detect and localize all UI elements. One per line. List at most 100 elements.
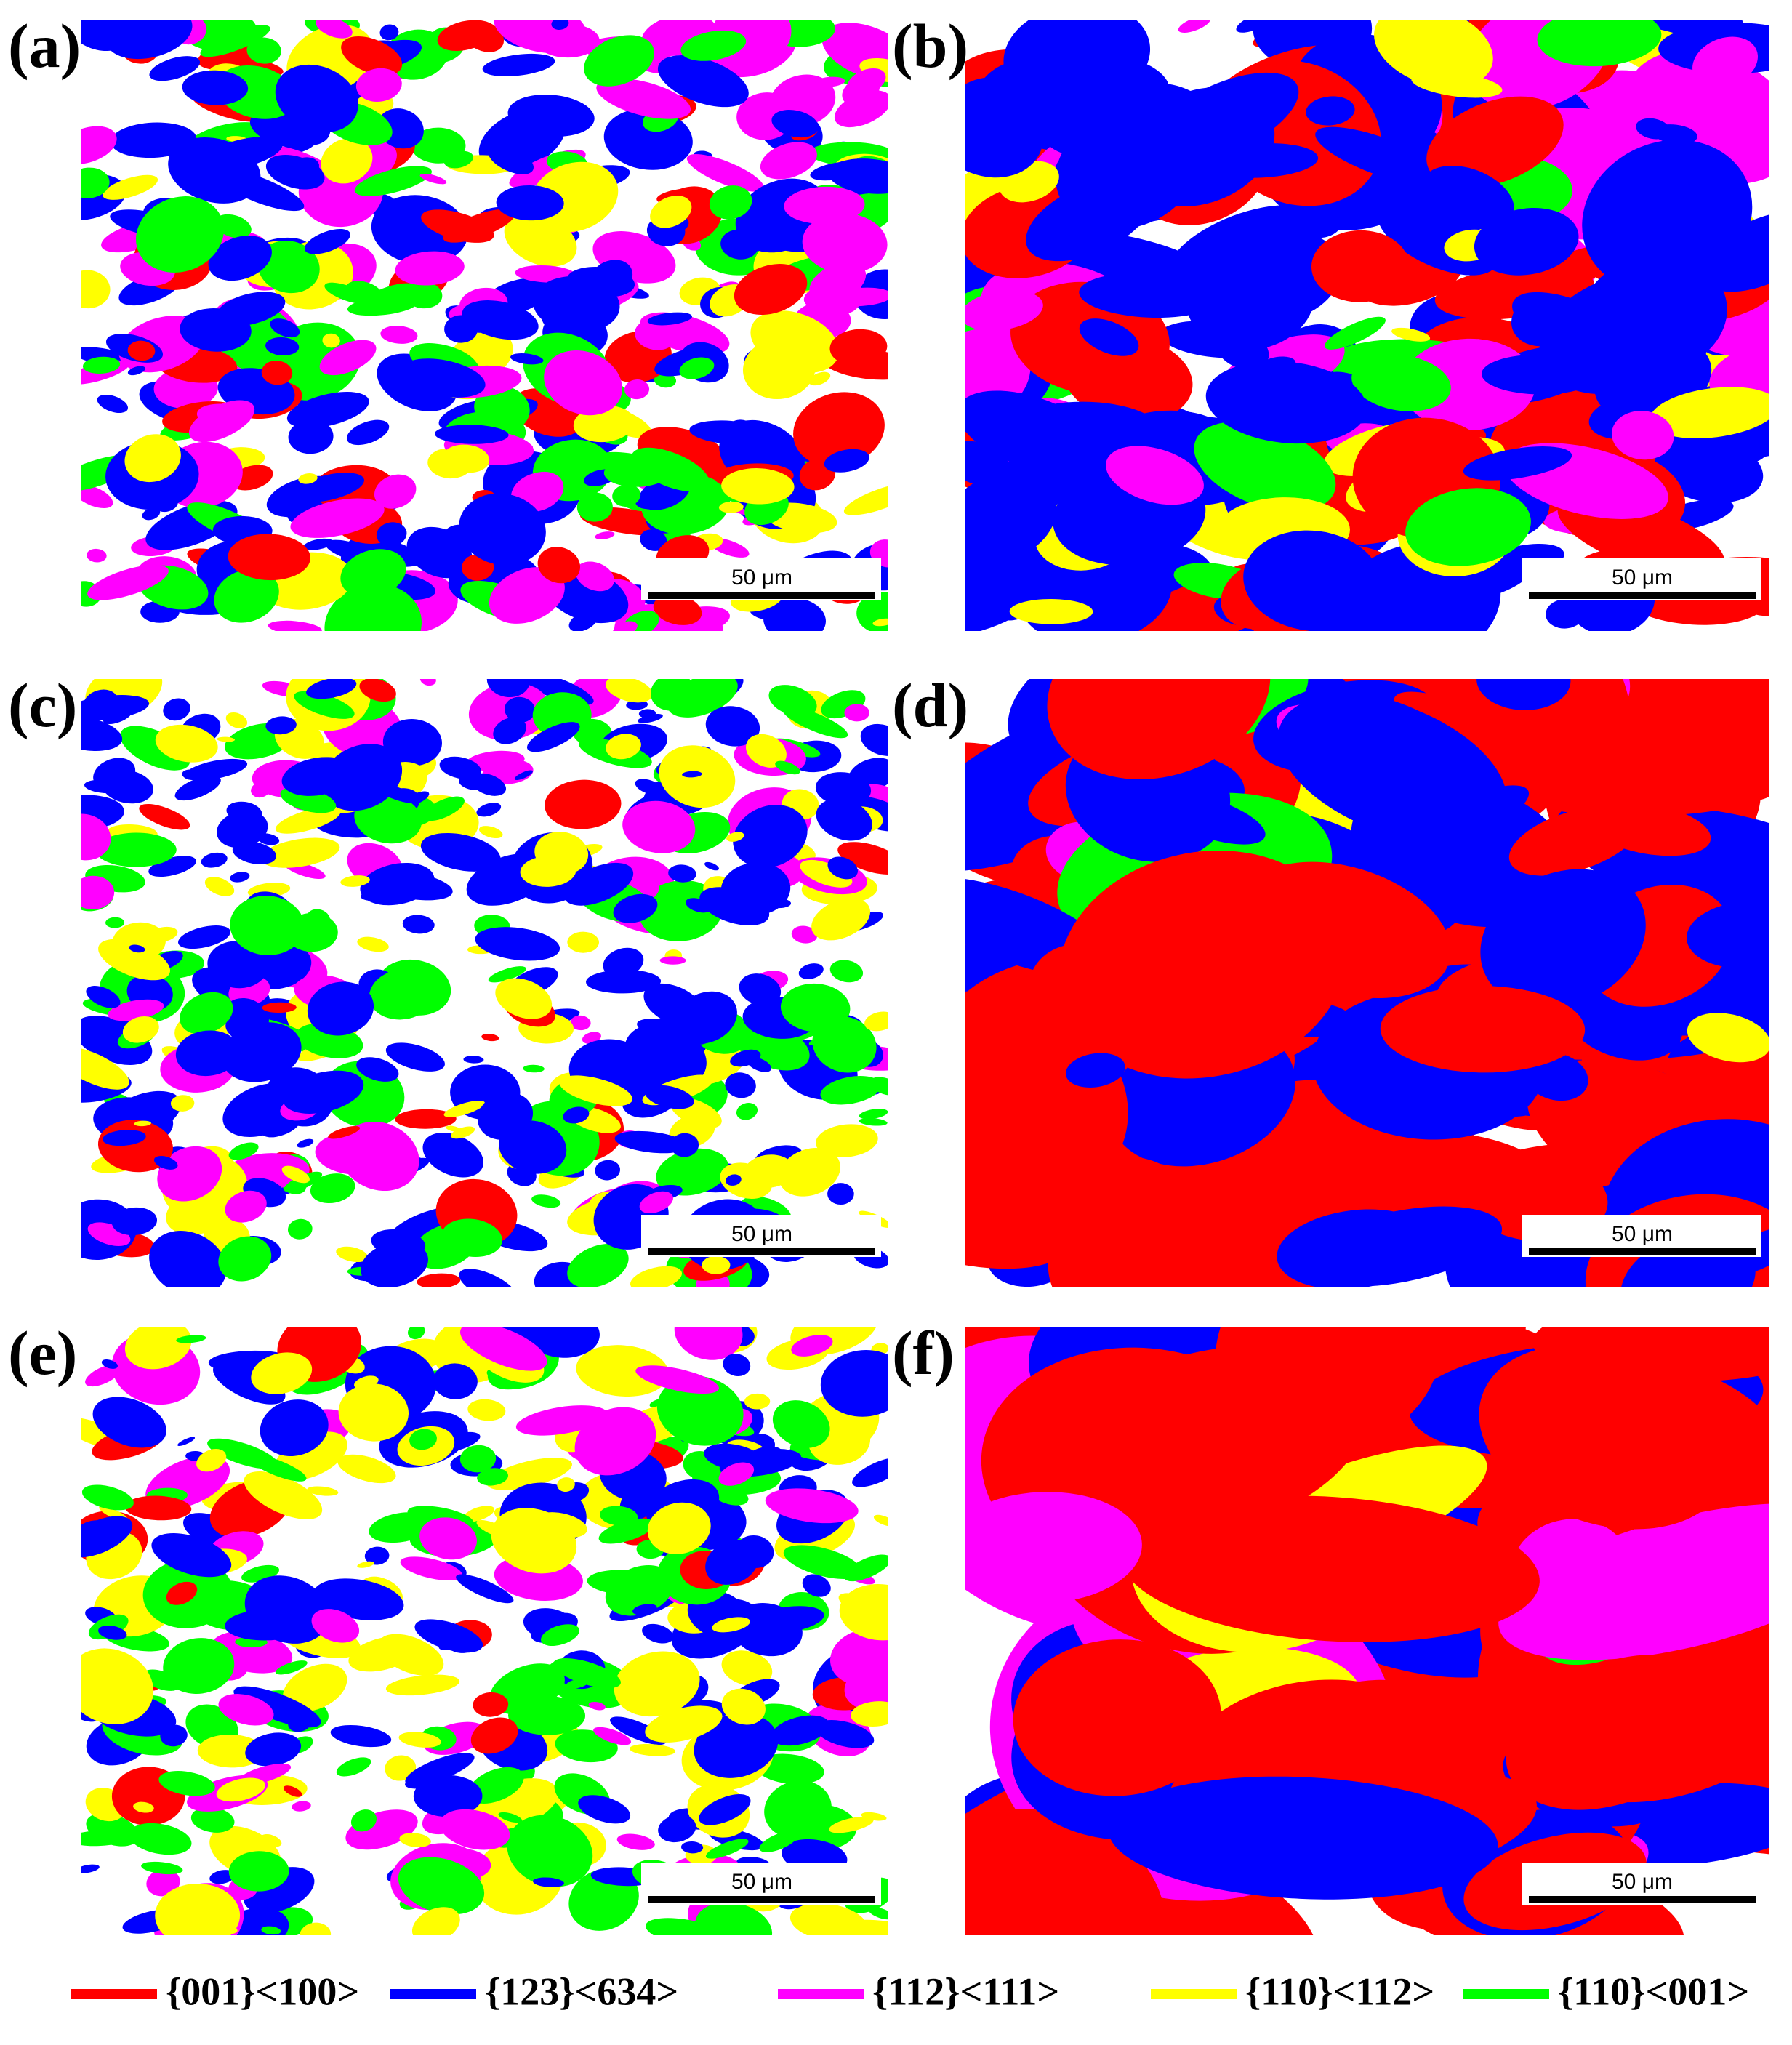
grain	[260, 837, 340, 868]
grain	[208, 236, 272, 281]
grain	[656, 1375, 744, 1446]
grain	[531, 1194, 561, 1208]
grain	[330, 1724, 392, 1748]
grain	[574, 1407, 656, 1476]
grain	[81, 1864, 100, 1873]
grain	[290, 498, 385, 538]
grain	[613, 621, 638, 631]
grain	[771, 110, 819, 138]
grain	[843, 482, 888, 515]
grain	[294, 691, 355, 719]
grain	[414, 231, 435, 246]
grain	[868, 1907, 888, 1920]
grain	[612, 484, 641, 507]
grain	[146, 1868, 180, 1897]
grain	[303, 538, 334, 550]
grain	[81, 715, 123, 751]
grain	[364, 1546, 390, 1565]
grain	[122, 1016, 159, 1043]
grain	[260, 1833, 282, 1847]
grain	[251, 1352, 313, 1394]
grain	[772, 1400, 830, 1448]
grain	[200, 25, 270, 57]
grain	[380, 326, 418, 344]
grain	[369, 968, 436, 1020]
grain	[221, 1022, 302, 1082]
grain	[638, 713, 663, 723]
grain	[1243, 530, 1382, 631]
scale-bar-label: 50 μm	[731, 1870, 792, 1894]
grain	[553, 1658, 621, 1689]
grain	[537, 24, 600, 58]
grain	[526, 722, 580, 752]
panel-label: (c)	[8, 670, 77, 740]
grain	[702, 1255, 731, 1274]
grain	[523, 1064, 545, 1073]
grain	[654, 373, 677, 388]
grain	[578, 1795, 631, 1824]
grain	[321, 138, 373, 184]
grain	[281, 757, 354, 796]
grain	[576, 492, 613, 522]
grain	[300, 1922, 332, 1935]
grain	[345, 1809, 418, 1850]
grain	[230, 896, 305, 955]
grain	[680, 30, 747, 61]
grain	[596, 78, 691, 119]
legend-label: {123}<634>	[485, 1969, 678, 2013]
grain	[1411, 590, 1468, 625]
grain	[575, 561, 614, 592]
grain	[341, 36, 403, 76]
ebsd-map	[965, 20, 1769, 631]
grain	[286, 392, 369, 428]
grain	[81, 1830, 129, 1847]
grain	[225, 1190, 267, 1223]
grain	[520, 856, 576, 887]
grain	[859, 1109, 888, 1120]
grain	[201, 137, 283, 171]
grain	[405, 1753, 475, 1786]
grain	[1463, 446, 1572, 481]
grain	[593, 1727, 631, 1745]
grain	[322, 333, 340, 348]
grain	[1026, 178, 1153, 262]
grain	[1426, 96, 1564, 188]
grain	[1479, 1345, 1731, 1530]
grain	[647, 312, 692, 326]
grain	[965, 989, 1128, 1209]
grain	[829, 1816, 874, 1833]
grain	[718, 501, 744, 513]
grain	[791, 1335, 833, 1357]
grain	[261, 1114, 300, 1138]
grain	[631, 447, 710, 492]
grain	[686, 153, 764, 192]
ebsd-map	[965, 1327, 1769, 1935]
grain	[188, 400, 255, 443]
grain	[443, 1100, 485, 1117]
grain	[376, 522, 407, 547]
grain	[400, 1556, 462, 1580]
grain	[733, 805, 808, 868]
ebsd-map	[81, 1327, 888, 1935]
grain	[763, 598, 826, 631]
grain	[225, 1609, 309, 1641]
grain	[1013, 1639, 1221, 1796]
grain	[595, 531, 615, 539]
grain	[414, 1619, 483, 1653]
grain	[498, 1812, 523, 1823]
grain	[695, 1902, 773, 1935]
grain	[413, 1775, 483, 1817]
panel-label: (f)	[892, 1318, 955, 1388]
grain	[537, 547, 581, 584]
grain	[443, 444, 490, 473]
grain	[793, 392, 885, 467]
grain	[1186, 246, 1315, 350]
grain	[782, 706, 848, 739]
grain	[275, 64, 358, 133]
grain	[1079, 318, 1139, 356]
grain	[81, 813, 111, 861]
grain	[1480, 869, 1646, 1009]
grain	[726, 1174, 742, 1186]
grain	[108, 999, 164, 1021]
